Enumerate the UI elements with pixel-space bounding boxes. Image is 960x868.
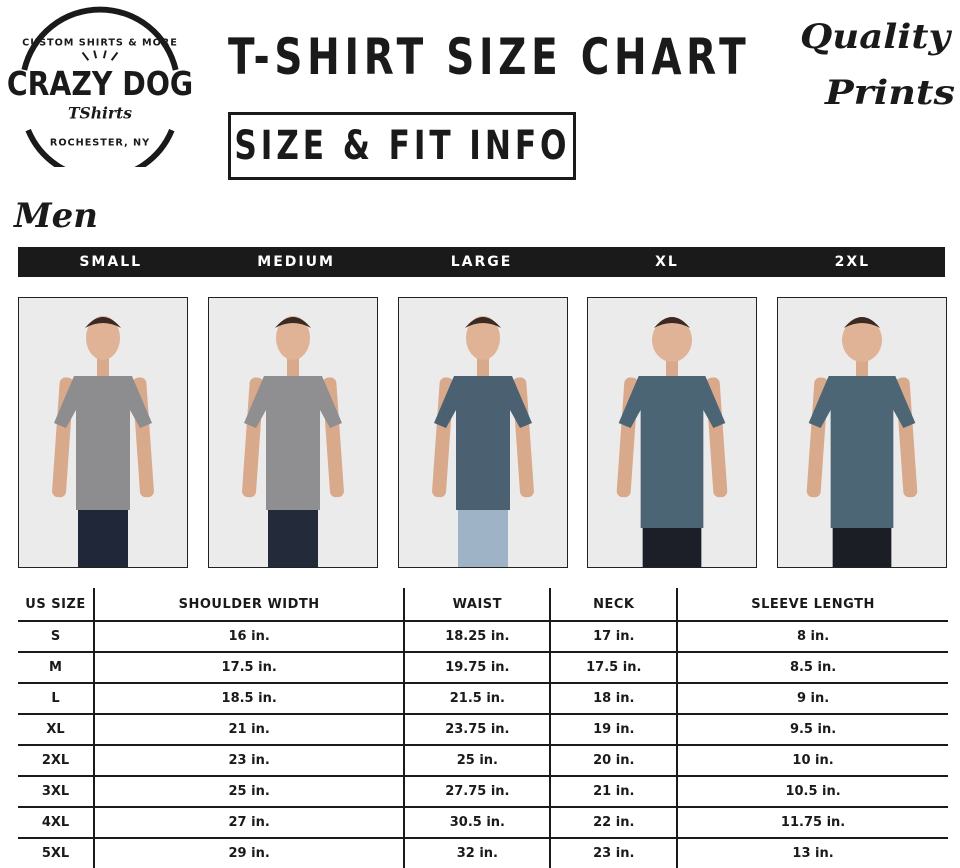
- table-row: 5XL 29 in. 32 in. 23 in. 13 in.: [18, 838, 948, 868]
- measurement-cell: 8.5 in.: [676, 652, 948, 684]
- logo-bottom-text: ROCHESTER, NY: [50, 138, 150, 149]
- size-label: 2XL: [834, 254, 871, 270]
- measurement-cell: 32 in.: [403, 838, 551, 868]
- measurement-cell: 19.75 in.: [403, 652, 551, 684]
- measurement-cell: 9 in.: [676, 683, 948, 715]
- table-row: 3XL 25 in. 27.75 in. 21 in. 10.5 in.: [18, 776, 948, 808]
- measurement-cell: 21 in.: [549, 776, 678, 808]
- measurement-cell: 17.5 in.: [549, 652, 678, 684]
- size-cell: 4XL: [18, 807, 94, 839]
- size-cell: M: [18, 652, 94, 684]
- measurement-cell: 21.5 in.: [403, 683, 551, 715]
- table-row: 2XL 23 in. 25 in. 20 in. 10 in.: [18, 745, 948, 777]
- measurement-cell: 8 in.: [676, 621, 948, 653]
- size-label: LARGE: [450, 254, 513, 270]
- model-photo-small: [18, 297, 188, 568]
- section-title: Men: [14, 196, 98, 236]
- logo-sub: TShirts: [68, 103, 132, 122]
- measurement-cell: 20 in.: [549, 745, 678, 777]
- page-title: T-SHIRT SIZE CHART: [228, 28, 751, 86]
- measurement-cell: 23.75 in.: [403, 714, 551, 746]
- model-photo-xl: [587, 297, 757, 568]
- column-header: WAIST: [403, 588, 551, 622]
- size-label: XL: [655, 254, 679, 270]
- crazy-dog-logo: CUSTOM SHIRTS & MORE CRAZY DOG TShirts R…: [7, 6, 193, 167]
- table-row: M 17.5 in. 19.75 in. 17.5 in. 8.5 in.: [18, 652, 948, 684]
- column-header: SHOULDER WIDTH: [92, 588, 405, 622]
- measurement-cell: 18.5 in.: [92, 683, 405, 715]
- svg-text:Prints: Prints: [824, 73, 955, 113]
- model-photo-2xl: [777, 297, 947, 568]
- column-header: SLEEVE LENGTH: [676, 588, 948, 622]
- size-bar: SMALL MEDIUM LARGE XL 2XL: [18, 247, 945, 277]
- model-photo-large: [398, 297, 568, 568]
- measurement-cell: 9.5 in.: [676, 714, 948, 746]
- table-row: L 18.5 in. 21.5 in. 18 in. 9 in.: [18, 683, 948, 715]
- measurement-cell: 13 in.: [676, 838, 948, 868]
- table-row: S 16 in. 18.25 in. 17 in. 8 in.: [18, 621, 948, 653]
- measurement-cell: 17.5 in.: [92, 652, 405, 684]
- size-cell: XL: [18, 714, 94, 746]
- column-header: US SIZE: [18, 588, 94, 622]
- measurement-cell: 29 in.: [92, 838, 405, 868]
- measurement-cell: 23 in.: [92, 745, 405, 777]
- measurement-cell: 18 in.: [549, 683, 678, 715]
- size-cell: S: [18, 621, 94, 653]
- measurement-cell: 25 in.: [92, 776, 405, 808]
- size-table: US SIZE SHOULDER WIDTH WAIST NECK SLEEVE LEN…: [18, 588, 948, 868]
- logo-main: CRAZY DOG: [7, 64, 193, 103]
- measurement-cell: 27.75 in.: [403, 776, 551, 808]
- size-cell: 2XL: [18, 745, 94, 777]
- quality-prints-badge: Quality Prints: [800, 17, 955, 113]
- subtitle: SIZE & FIT INFO: [233, 123, 571, 169]
- measurement-cell: 10.5 in.: [676, 776, 948, 808]
- size-label: MEDIUM: [257, 254, 335, 270]
- measurement-cell: 11.75 in.: [676, 807, 948, 839]
- measurement-cell: 25 in.: [403, 745, 551, 777]
- measurement-cell: 17 in.: [549, 621, 678, 653]
- measurement-cell: 18.25 in.: [403, 621, 551, 653]
- svg-text:Quality: Quality: [800, 17, 952, 57]
- measurement-cell: 21 in.: [92, 714, 405, 746]
- model-photo-medium: [208, 297, 378, 568]
- size-label: SMALL: [79, 254, 143, 270]
- measurement-cell: 16 in.: [92, 621, 405, 653]
- subtitle-box: SIZE & FIT INFO: [228, 112, 576, 180]
- size-cell: 5XL: [41, 846, 70, 861]
- logo-top-text: CUSTOM SHIRTS & MORE: [22, 38, 178, 49]
- measurement-cell: 27 in.: [92, 807, 405, 839]
- measurement-cell: 30.5 in.: [403, 807, 551, 839]
- measurement-cell: 19 in.: [549, 714, 678, 746]
- column-header: NECK: [549, 588, 678, 622]
- size-cell: L: [18, 683, 94, 715]
- table-row: XL 21 in. 23.75 in. 19 in. 9.5 in.: [18, 714, 948, 746]
- table-row: 4XL 27 in. 30.5 in. 22 in. 11.75 in.: [18, 807, 948, 839]
- measurement-cell: 22 in.: [549, 807, 678, 839]
- size-cell: 3XL: [18, 776, 94, 808]
- measurement-cell: 23 in.: [549, 838, 678, 868]
- measurement-cell: 10 in.: [676, 745, 948, 777]
